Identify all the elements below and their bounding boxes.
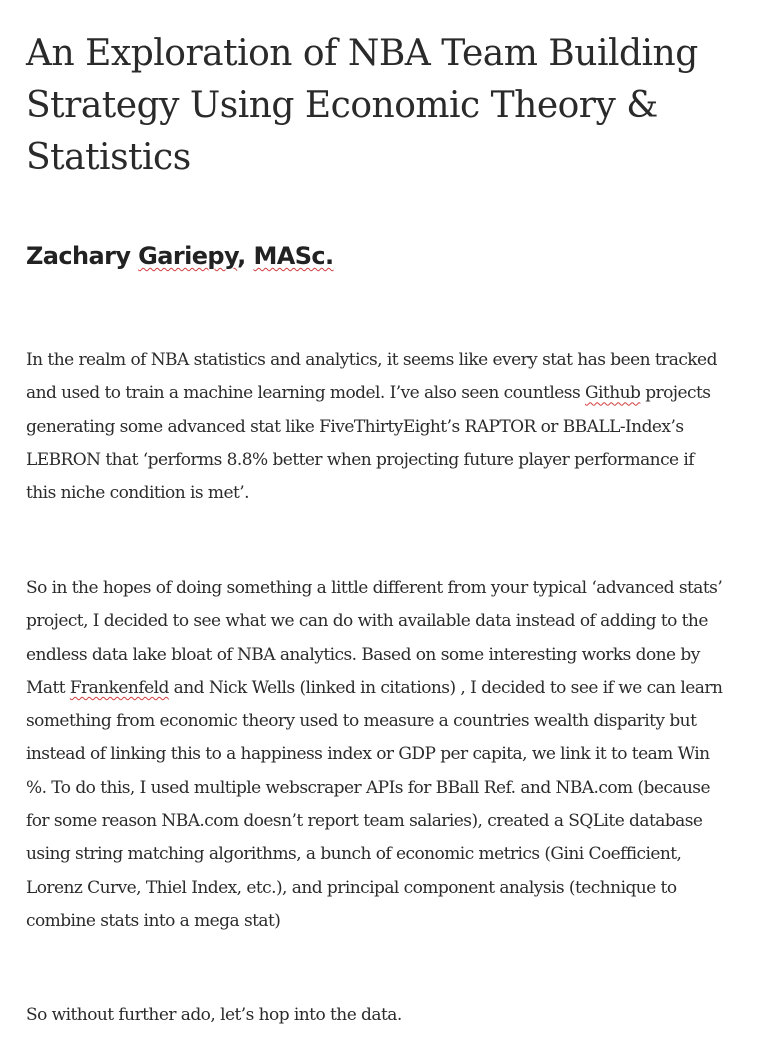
- paragraph-approach-frankenfeld: Frankenfeld: [69, 677, 170, 698]
- paragraph-intro-github: Github: [585, 383, 641, 404]
- author-last-name: Gariepy: [138, 242, 238, 270]
- paragraph-intro: In the realm of NBA statistics and analy…: [26, 344, 726, 510]
- author-first-name: Zachary: [26, 242, 131, 270]
- author-credential: MASc.: [253, 242, 334, 270]
- author-byline: Zachary Gariepy, MASc.: [26, 240, 334, 272]
- paragraph-closing: So without further ado, let’s hop into t…: [26, 1005, 402, 1025]
- paragraph-approach-text-a: So in the hopes of doing something a lit…: [26, 578, 723, 698]
- paragraph-intro-text-a: In the realm of NBA statistics and analy…: [26, 350, 717, 404]
- article-title: An Exploration of NBA Team Building Stra…: [26, 33, 698, 178]
- author-separator: ,: [237, 242, 254, 270]
- paragraph-intro-text-b: projects generating some advanced stat l…: [26, 383, 711, 504]
- paragraph-approach-text-b: and Nick Wells (linked in citations) , I…: [26, 677, 723, 931]
- paragraph-approach: So in the hopes of doing something a lit…: [26, 572, 726, 938]
- article: An Exploration of NBA Team Building Stra…: [26, 0, 731, 1025]
